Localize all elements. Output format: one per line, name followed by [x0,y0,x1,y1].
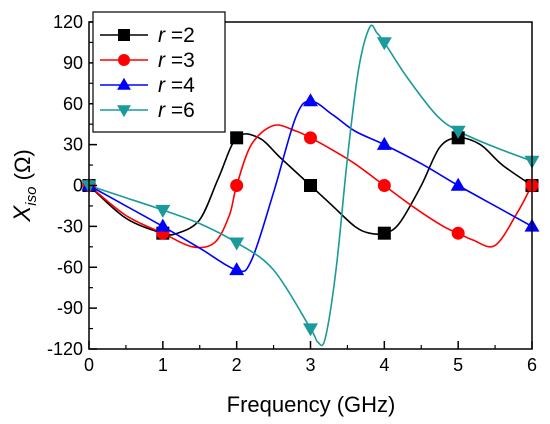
legend: r =2r =3r =4r =6 [92,11,226,133]
y-tick-label-3: -30 [57,216,83,236]
data-point-1-2 [230,179,244,192]
legend-marker-3 [117,105,131,118]
data-point-2-4 [376,136,392,150]
data-point-3-4 [376,37,392,51]
y-tick-label-5: 30 [63,135,83,155]
x-tick-label-2: 2 [232,355,242,375]
data-point-2-2 [229,262,245,276]
data-point-1-5 [451,226,465,240]
legend-marker-0 [118,29,130,41]
data-point-0-4 [377,226,391,240]
data-point-2-3 [303,93,318,107]
y-tick-label-2: -60 [57,257,83,277]
svg-text:Xiso (Ω): Xiso (Ω) [9,149,40,222]
x-tick-label-1: 1 [158,355,168,375]
legend-marker-2 [117,77,131,90]
data-point-1-3 [304,131,317,145]
legend-marker-1 [118,54,130,66]
x-tick-label-6: 6 [527,355,537,375]
series-markers [81,37,540,337]
axes: 0 1 2 3 4 5 6 -120 -90 -60 -30 0 30 60 90 120 [47,12,537,375]
x-tick-label-0: 0 [84,355,94,375]
data-point-3-1 [155,204,171,218]
series-line-3 [88,24,533,347]
x-tick-label-5: 5 [453,355,463,375]
legend-label-1: r =3 [158,49,195,72]
series-line-1 [88,124,533,249]
data-point-3-2 [229,237,245,251]
data-point-3-3 [303,323,318,337]
data-point-2-1 [155,218,171,232]
y-tick-label-6: 60 [63,94,83,114]
y-tick-label-7: 90 [63,53,83,73]
legend-label-2: r =4 [158,74,195,97]
y-tick-label-8: 120 [53,12,83,32]
y-tick-label-4: 0 [73,176,83,196]
x-tick-label-4: 4 [379,355,389,375]
legend-box [92,11,226,133]
y-tick-label-1: -90 [57,298,83,318]
data-point-1-4 [377,179,391,192]
y-tick-label-0: -120 [47,339,83,359]
legend-label-0: r =2 [158,24,195,47]
data-point-0-2 [230,131,244,145]
x-axis-title: Frequency (GHz) [227,392,396,417]
series-line-2 [88,100,533,273]
x-tick-label-3: 3 [305,355,315,375]
y-axis-title: Xiso (Ω) [9,149,40,222]
data-point-2-5 [450,177,466,191]
data-point-0-3 [304,179,317,192]
data-point-3-5 [450,125,466,139]
legend-label-3: r =6 [158,99,195,122]
